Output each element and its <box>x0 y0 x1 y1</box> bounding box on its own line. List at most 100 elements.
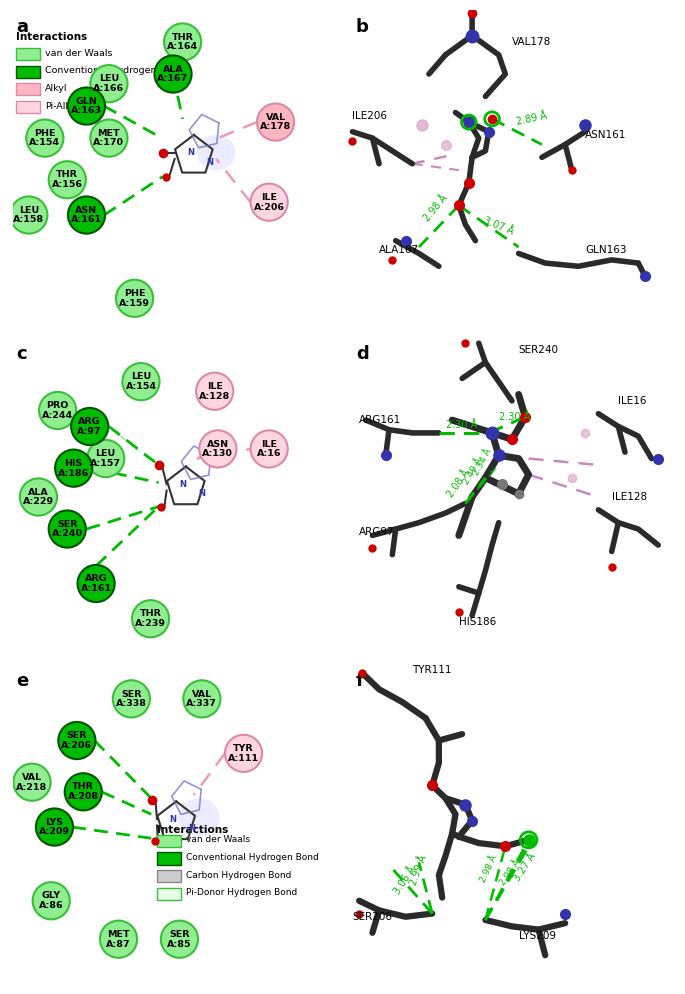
Text: a: a <box>16 18 28 36</box>
Text: SER
A:85: SER A:85 <box>167 929 192 948</box>
Circle shape <box>68 87 105 124</box>
Text: LYS209: LYS209 <box>519 931 556 941</box>
Text: THR
A:239: THR A:239 <box>135 609 166 628</box>
Text: van der Waals: van der Waals <box>45 49 112 58</box>
Text: PRO
A:244: PRO A:244 <box>42 402 73 419</box>
Circle shape <box>132 600 169 637</box>
Text: GLY
A:86: GLY A:86 <box>39 892 64 911</box>
Text: 3.27 Å: 3.27 Å <box>512 852 538 884</box>
FancyBboxPatch shape <box>157 835 181 847</box>
Text: Pi-Alkyl: Pi-Alkyl <box>45 101 79 110</box>
Text: LYS
A:209: LYS A:209 <box>39 818 70 836</box>
Text: N: N <box>199 489 205 498</box>
Text: ASN161: ASN161 <box>585 130 627 140</box>
Text: SER
A:338: SER A:338 <box>116 690 147 708</box>
Circle shape <box>199 430 236 467</box>
Text: ILE16: ILE16 <box>619 396 647 407</box>
Text: ILE128: ILE128 <box>612 492 647 502</box>
Text: GLN
A:163: GLN A:163 <box>71 96 102 115</box>
Circle shape <box>87 440 124 477</box>
Text: N: N <box>179 480 186 489</box>
Text: ARG97: ARG97 <box>359 528 395 538</box>
Text: N: N <box>189 824 196 833</box>
Circle shape <box>154 56 192 92</box>
Text: Alkyl: Alkyl <box>45 83 67 93</box>
Text: LEU
A:157: LEU A:157 <box>90 449 121 468</box>
Text: PHE
A:159: PHE A:159 <box>119 289 150 308</box>
Text: 2.30 Å: 2.30 Å <box>445 420 477 430</box>
FancyBboxPatch shape <box>16 66 40 78</box>
Ellipse shape <box>197 135 236 170</box>
Circle shape <box>251 430 288 467</box>
FancyBboxPatch shape <box>157 853 181 865</box>
Circle shape <box>184 680 221 718</box>
Circle shape <box>100 920 137 958</box>
Circle shape <box>77 565 114 602</box>
Text: b: b <box>356 18 369 36</box>
FancyBboxPatch shape <box>157 870 181 882</box>
Circle shape <box>20 478 57 516</box>
Circle shape <box>55 449 92 487</box>
Text: N: N <box>187 148 194 157</box>
Circle shape <box>39 392 76 429</box>
Circle shape <box>58 722 95 759</box>
Circle shape <box>164 24 201 61</box>
FancyBboxPatch shape <box>157 888 181 900</box>
Text: 2.34 Å: 2.34 Å <box>472 447 494 476</box>
Text: ASN
A:130: ASN A:130 <box>203 439 234 458</box>
Text: ILE206: ILE206 <box>353 111 388 121</box>
Text: THR
A:156: THR A:156 <box>52 170 83 189</box>
FancyBboxPatch shape <box>16 101 40 113</box>
Text: ARG
A:161: ARG A:161 <box>81 575 112 592</box>
Circle shape <box>49 511 86 548</box>
Text: 3.07 Å: 3.07 Å <box>482 216 515 237</box>
Text: SER206: SER206 <box>353 911 393 922</box>
Text: e: e <box>16 672 28 690</box>
Text: 2.08 Å: 2.08 Å <box>445 467 472 499</box>
Text: GLN163: GLN163 <box>585 246 627 255</box>
Text: van der Waals: van der Waals <box>186 835 250 844</box>
Text: Pi-Donor Hydrogen Bond: Pi-Donor Hydrogen Bond <box>186 889 297 898</box>
Text: ILE
A:206: ILE A:206 <box>253 193 285 212</box>
Text: SER240: SER240 <box>519 345 559 355</box>
Text: 2.98 Å: 2.98 Å <box>499 858 523 887</box>
Text: 2.89 Å: 2.89 Å <box>515 111 548 127</box>
Text: N: N <box>206 158 213 167</box>
Text: VAL
A:337: VAL A:337 <box>186 690 217 708</box>
Text: Interactions: Interactions <box>16 33 87 43</box>
Text: LEU
A:158: LEU A:158 <box>13 206 45 225</box>
Text: MET
A:170: MET A:170 <box>93 129 125 147</box>
Circle shape <box>196 373 234 410</box>
Text: VAL178: VAL178 <box>512 37 551 47</box>
Text: 2.98 Å: 2.98 Å <box>422 193 450 224</box>
Text: ILE
A:128: ILE A:128 <box>199 382 230 401</box>
Text: Interactions: Interactions <box>157 825 228 835</box>
Circle shape <box>113 680 150 718</box>
Circle shape <box>36 808 73 846</box>
Circle shape <box>71 408 108 445</box>
Text: 2.99 Å: 2.99 Å <box>409 854 429 887</box>
Text: c: c <box>16 345 27 363</box>
Text: d: d <box>356 345 369 363</box>
Circle shape <box>14 763 51 801</box>
Text: 2.49 Å: 2.49 Å <box>462 456 484 486</box>
Circle shape <box>90 119 127 157</box>
Circle shape <box>68 197 105 234</box>
Text: Conventional Hydrogen Bond: Conventional Hydrogen Bond <box>186 853 319 862</box>
Circle shape <box>161 920 198 958</box>
Text: PHE
A:154: PHE A:154 <box>29 129 60 147</box>
Circle shape <box>33 882 70 919</box>
Text: VAL
A:178: VAL A:178 <box>260 112 291 131</box>
Ellipse shape <box>177 798 220 837</box>
Circle shape <box>49 161 86 199</box>
Text: LEU
A:166: LEU A:166 <box>93 75 125 93</box>
Text: Carbon Hydrogen Bond: Carbon Hydrogen Bond <box>186 871 291 880</box>
Circle shape <box>26 119 64 157</box>
Text: HIS186: HIS186 <box>459 617 496 627</box>
Circle shape <box>251 184 288 221</box>
Text: 2.98 Å: 2.98 Å <box>479 854 499 884</box>
Text: ASN
A:161: ASN A:161 <box>71 206 102 225</box>
Circle shape <box>225 735 262 772</box>
Text: ILE
A:16: ILE A:16 <box>257 439 282 458</box>
Circle shape <box>257 103 294 141</box>
